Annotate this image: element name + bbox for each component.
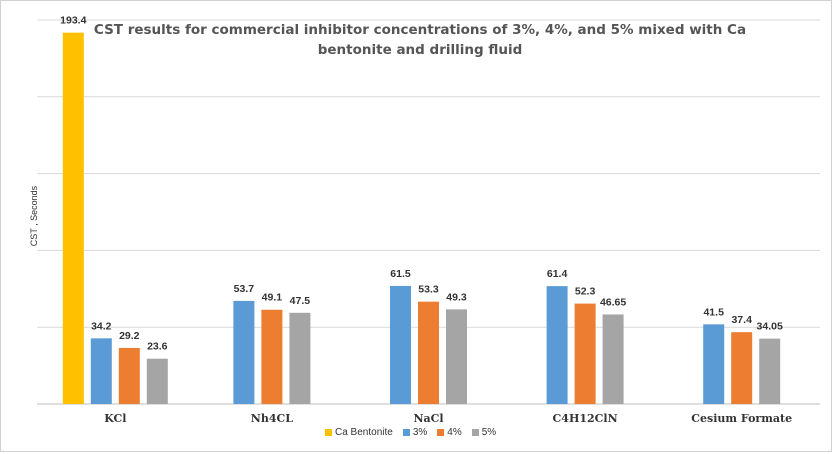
category-label: C4H12ClN bbox=[553, 412, 618, 425]
bar-kcl-4 bbox=[118, 347, 140, 404]
bar-kcl-3 bbox=[90, 338, 112, 404]
legend-label: 3% bbox=[412, 427, 428, 438]
data-label: 34.05 bbox=[757, 321, 783, 333]
legend-swatch bbox=[325, 429, 332, 436]
bar-kcl-cabentonite bbox=[62, 32, 84, 405]
legend-item: 3% bbox=[402, 427, 428, 438]
legend-swatch bbox=[471, 429, 479, 436]
data-label: 61.4 bbox=[547, 268, 568, 280]
data-label: 46.65 bbox=[600, 296, 626, 308]
data-label: 53.3 bbox=[418, 284, 439, 296]
bar-cesium-formate-5 bbox=[759, 338, 781, 404]
bar-cesium-formate-3 bbox=[703, 324, 725, 404]
category-label: KCl bbox=[104, 412, 126, 425]
data-label: 52.3 bbox=[575, 286, 596, 298]
bar-c4h12cln-4 bbox=[574, 303, 596, 404]
data-label: 53.7 bbox=[234, 283, 255, 295]
bar-nacl-3 bbox=[390, 285, 411, 404]
legend-label: Ca Bentonite bbox=[335, 427, 393, 438]
data-label: 41.5 bbox=[703, 306, 724, 318]
data-label: 49.3 bbox=[446, 291, 467, 303]
bar-nh4cl-4 bbox=[261, 309, 283, 404]
bar-cesium-formate-4 bbox=[731, 332, 753, 404]
category-label: Nh4CL bbox=[251, 412, 293, 425]
data-label: 29.2 bbox=[119, 330, 140, 342]
legend-swatch bbox=[437, 429, 445, 436]
bar-nh4cl-5 bbox=[289, 312, 311, 404]
data-label: 47.5 bbox=[290, 295, 311, 307]
legend-label: 5% bbox=[481, 427, 497, 438]
bar-nacl-5 bbox=[446, 309, 467, 404]
bar-c4h12cln-3 bbox=[546, 286, 568, 404]
data-label: 61.5 bbox=[390, 268, 411, 280]
data-label: 193.4 bbox=[60, 15, 86, 27]
bar-nh4cl-3 bbox=[233, 300, 255, 404]
legend: Ca Bentonite 3% 4% 5% bbox=[325, 427, 496, 438]
data-label: 49.1 bbox=[262, 292, 283, 304]
bar-c4h12cln-5 bbox=[602, 314, 624, 404]
category-label: Cesium Formate bbox=[691, 412, 792, 425]
data-label: 34.2 bbox=[91, 320, 112, 332]
data-label: 23.6 bbox=[147, 341, 168, 353]
data-label: 37.4 bbox=[731, 314, 752, 326]
category-label: NaCl bbox=[413, 412, 443, 425]
chart-title: CST results for commercial inhibitor con… bbox=[93, 22, 747, 58]
legend-label: 4% bbox=[447, 427, 462, 438]
legend-item: 5% bbox=[471, 427, 497, 438]
bar-nacl-4 bbox=[418, 301, 439, 404]
legend-swatch bbox=[402, 429, 410, 436]
legend-item: Ca Bentonite bbox=[325, 427, 393, 438]
bar-kcl-5 bbox=[146, 358, 168, 404]
legend-item: 4% bbox=[437, 427, 462, 438]
